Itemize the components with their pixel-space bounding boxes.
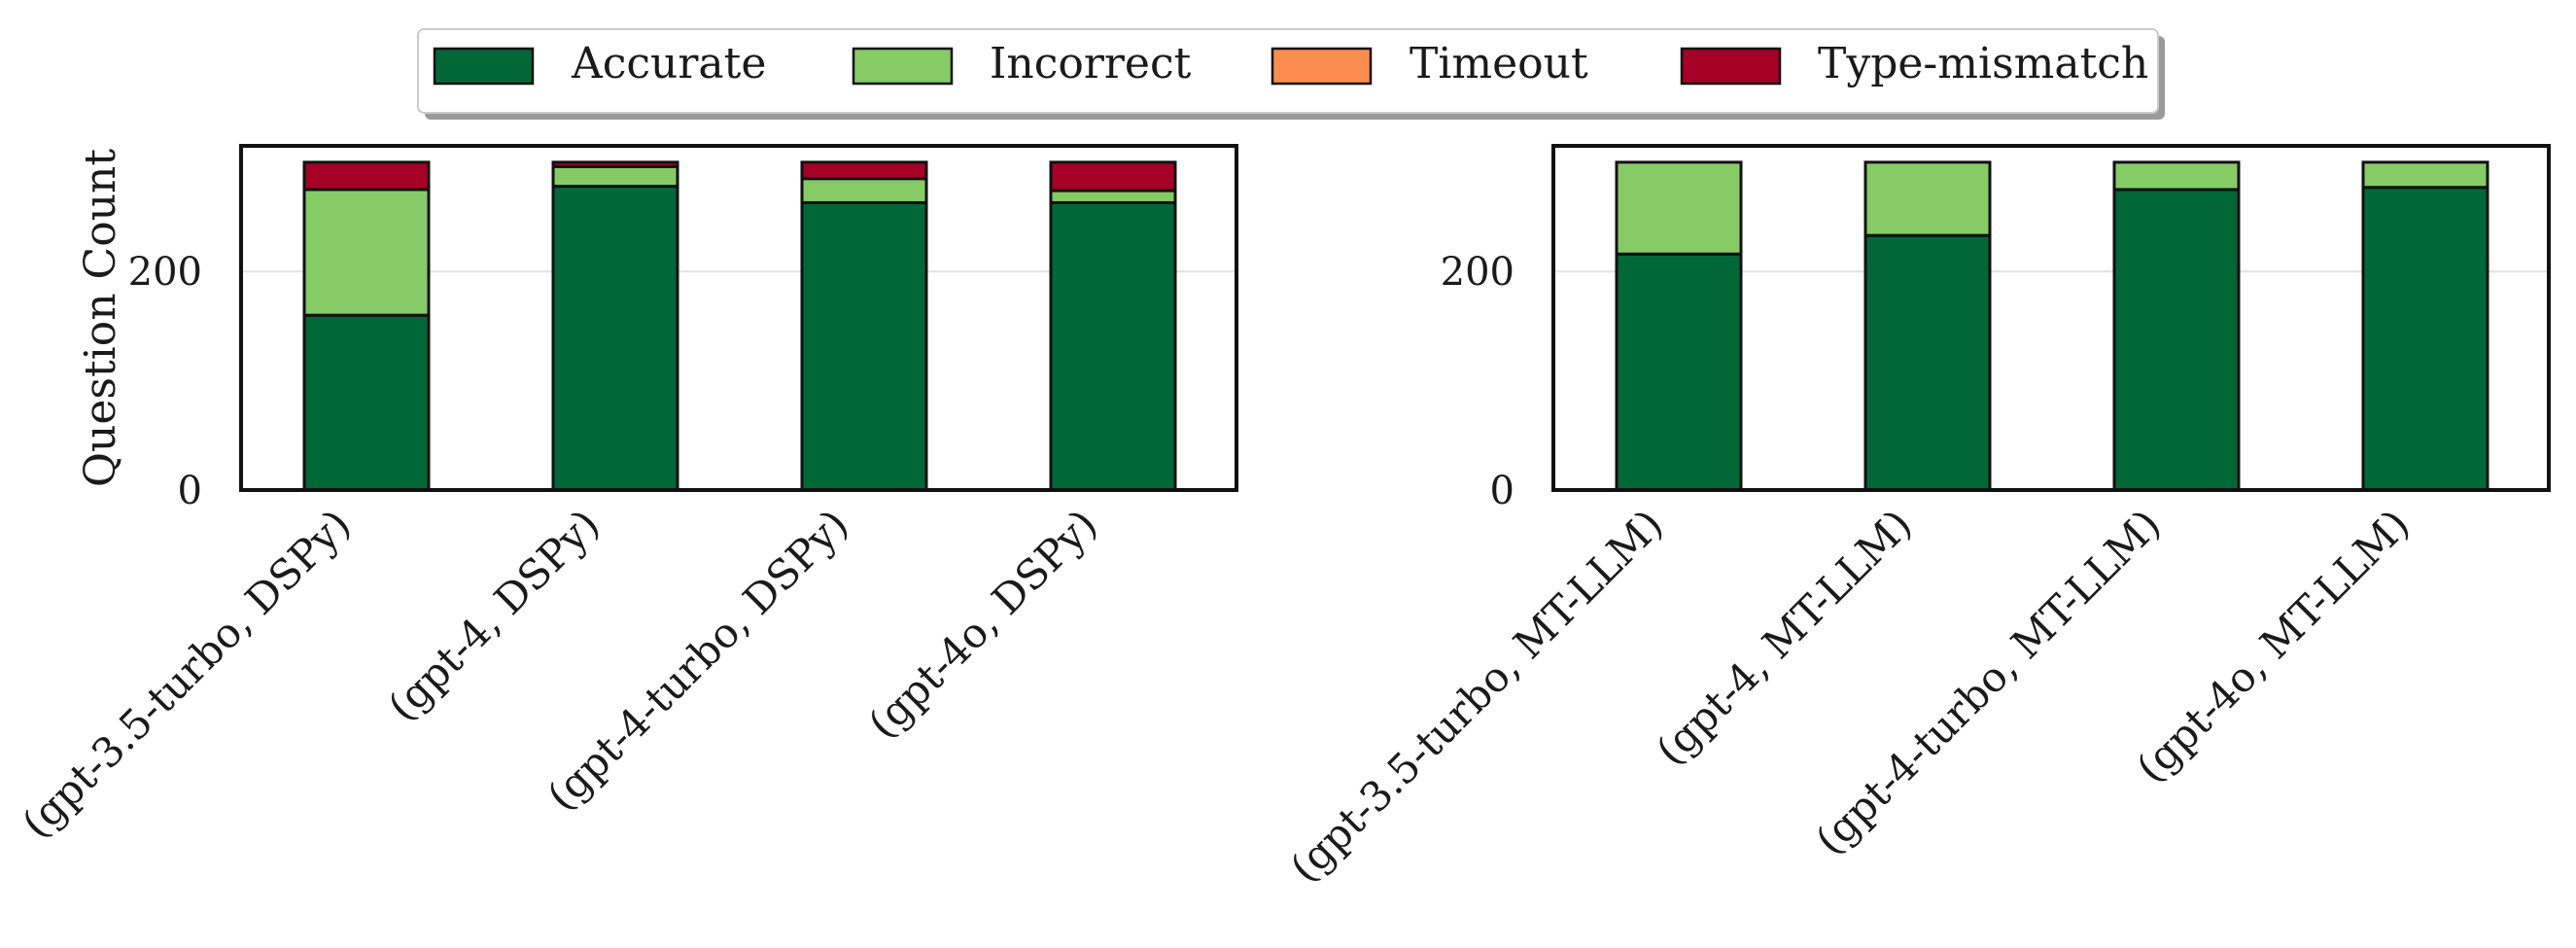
bar-segment-accurate [2361,186,2489,492]
legend-swatch-incorrect [852,47,954,86]
legend-label-type-mismatch: Type-mismatch [1818,39,2148,88]
chart-panel-1: 0 200 (gpt-3.5-turbo, DSPy) (gpt-4, DSPy) (g… [13,144,1238,847]
bar-segment-incorrect [800,177,928,204]
bar-segment-incorrect [1049,189,1177,204]
legend-swatch-accurate [433,47,535,86]
legend-swatch-type-mismatch [1680,47,1782,86]
bar-segment-type-mismatch [1049,160,1177,193]
x-tick-label: (gpt-4o, MT-LLM) [2127,500,2419,791]
bar-segment-accurate [1049,200,1177,492]
chart-panel-2: 0 200 (gpt-3.5-turbo, MT-LLM)(gpt-4, MT-LL… [1281,144,2551,892]
legend-swatch-timeout [1271,47,1373,86]
bar-segment-accurate [551,185,679,492]
legend-label-accurate: Accurate [571,39,766,88]
bar-segment-incorrect [1863,160,1992,237]
bar-segment-type-mismatch [800,160,928,181]
bar-segment-incorrect [302,188,431,317]
y-axis-label: Question Count [76,149,125,487]
x-tick-label: (gpt-4o, DSPy) [859,500,1106,747]
plot-frame [239,144,1238,492]
y-tick-label: 0 [1490,469,1514,513]
legend-label-incorrect: Incorrect [990,39,1192,88]
y-tick-label: 200 [1441,250,1514,295]
bar-segment-type-mismatch [302,160,431,192]
y-tick-label: 200 [128,250,202,295]
bar-segment-type-mismatch [551,160,679,168]
bar-segment-accurate [800,200,928,492]
bar-segment-accurate [2112,188,2241,492]
bar-segment-incorrect [2361,160,2489,190]
bar-segment-accurate [1615,252,1743,492]
x-tick-label: (gpt-3.5-turbo, MT-LLM) [1281,500,1672,891]
legend: Accurate Incorrect Timeout Type-mismatch [417,28,2165,120]
x-tick-label: (gpt-4, MT-LLM) [1647,500,1921,774]
bar-segment-incorrect [551,164,679,189]
legend-label-timeout: Timeout [1410,39,1588,88]
y-tick-label: 0 [178,469,202,513]
bar-segment-incorrect [2112,160,2241,192]
bar-segment-accurate [302,313,431,492]
plot-frame [1551,144,2551,492]
x-tick-label: (gpt-3.5-turbo, DSPy) [13,500,360,847]
bar-segment-incorrect [1615,160,1743,256]
bar-segment-accurate [1863,233,1992,492]
x-tick-label: (gpt-4, DSPy) [379,500,609,730]
